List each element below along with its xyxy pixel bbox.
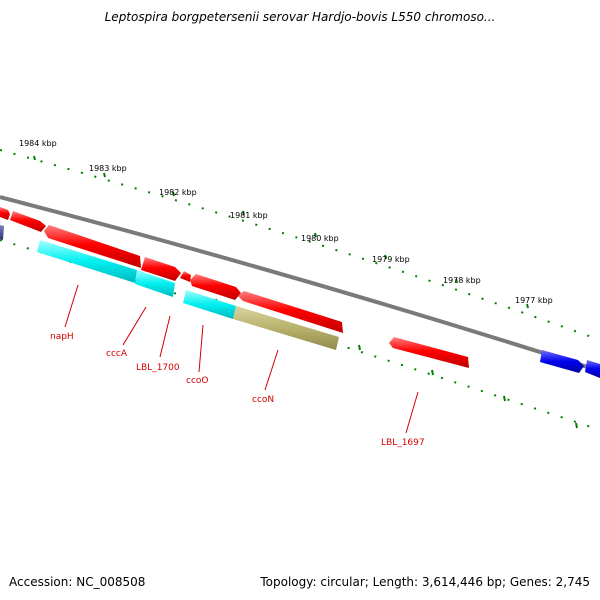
gene-arrow[interactable]	[10, 211, 46, 232]
ruler-major-tick	[103, 172, 106, 178]
ruler-major-tick	[314, 232, 317, 238]
chromosome-backbone	[0, 195, 600, 373]
ruler-label: 1983 kbp	[89, 164, 127, 173]
gene-arrow[interactable]	[0, 225, 4, 240]
connector-LBL_1700	[159, 315, 171, 358]
gene-arrow[interactable]	[180, 271, 191, 282]
gene-box[interactable]	[233, 306, 339, 350]
outer-ruler	[0, 149, 600, 341]
inner-ruler-major-tick	[358, 344, 361, 351]
ruler-label: 1981 kbp	[230, 211, 268, 220]
ruler-major-tick	[384, 254, 387, 260]
gene-arrow[interactable]	[44, 225, 141, 268]
gene-label-ccoN: ccoN	[252, 395, 274, 405]
lower-genes[interactable]	[37, 240, 339, 350]
ruler-major-tick	[242, 210, 245, 216]
ruler-label: 1982 kbp	[159, 188, 197, 197]
ruler-major-tick	[33, 155, 36, 161]
gene-arrow[interactable]	[238, 291, 343, 333]
ruler-major-tick	[172, 191, 175, 197]
ruler-major-tick	[526, 303, 529, 309]
ruler-label: 1979 kbp	[372, 255, 410, 264]
gene-label-LBL_1697: LBL_1697	[381, 438, 425, 448]
ruler-label: 1977 kbp	[515, 296, 553, 305]
connector-LBL_1697	[405, 391, 419, 434]
gene-label-LBL_1700: LBL_1700	[136, 363, 180, 373]
gene-box[interactable]	[37, 240, 137, 283]
topology-text: Topology: circular; Length: 3,614,446 bp…	[260, 575, 590, 589]
ruler-major-tick	[455, 278, 458, 284]
gene-box[interactable]	[135, 270, 175, 297]
gene-arrow[interactable]	[141, 257, 181, 281]
gene-arrow[interactable]	[190, 274, 241, 300]
ruler-label: 1978 kbp	[443, 276, 481, 285]
gene-arrow[interactable]	[585, 360, 600, 378]
connector-ccoN	[264, 349, 279, 391]
gene-arrow[interactable]	[540, 350, 584, 373]
ruler-label: 1984 kbp	[19, 139, 57, 148]
gene-label-ccoO: ccoO	[186, 376, 209, 386]
map-title: Leptospira borgpetersenii serovar Hardjo…	[104, 10, 496, 24]
connector-ccoO	[198, 324, 204, 373]
inner-ruler-major-tick	[431, 369, 434, 376]
gene-arrow[interactable]	[0, 207, 10, 220]
ruler-labels: 1984 kbp 1983 kbp 1982 kbp 1981 kbp 1980…	[19, 139, 553, 305]
connector-napH	[64, 284, 79, 328]
gene-labels: napH cccA LBL_1700 ccoO ccoN LBL_1697	[50, 332, 425, 448]
gene-arrow[interactable]	[389, 337, 469, 368]
connector-cccA	[122, 306, 147, 346]
gene-box[interactable]	[183, 290, 236, 319]
forward-genes[interactable]	[0, 207, 600, 378]
accession-text: Accession: NC_008508	[9, 575, 146, 589]
inner-ruler-major-tick	[575, 422, 578, 429]
label-connectors	[64, 284, 419, 434]
ruler-label: 1980 kbp	[301, 234, 339, 243]
inner-ruler-major-tick	[503, 395, 506, 402]
gene-label-cccA: cccA	[106, 349, 128, 359]
gene-label-napH: napH	[50, 332, 74, 342]
